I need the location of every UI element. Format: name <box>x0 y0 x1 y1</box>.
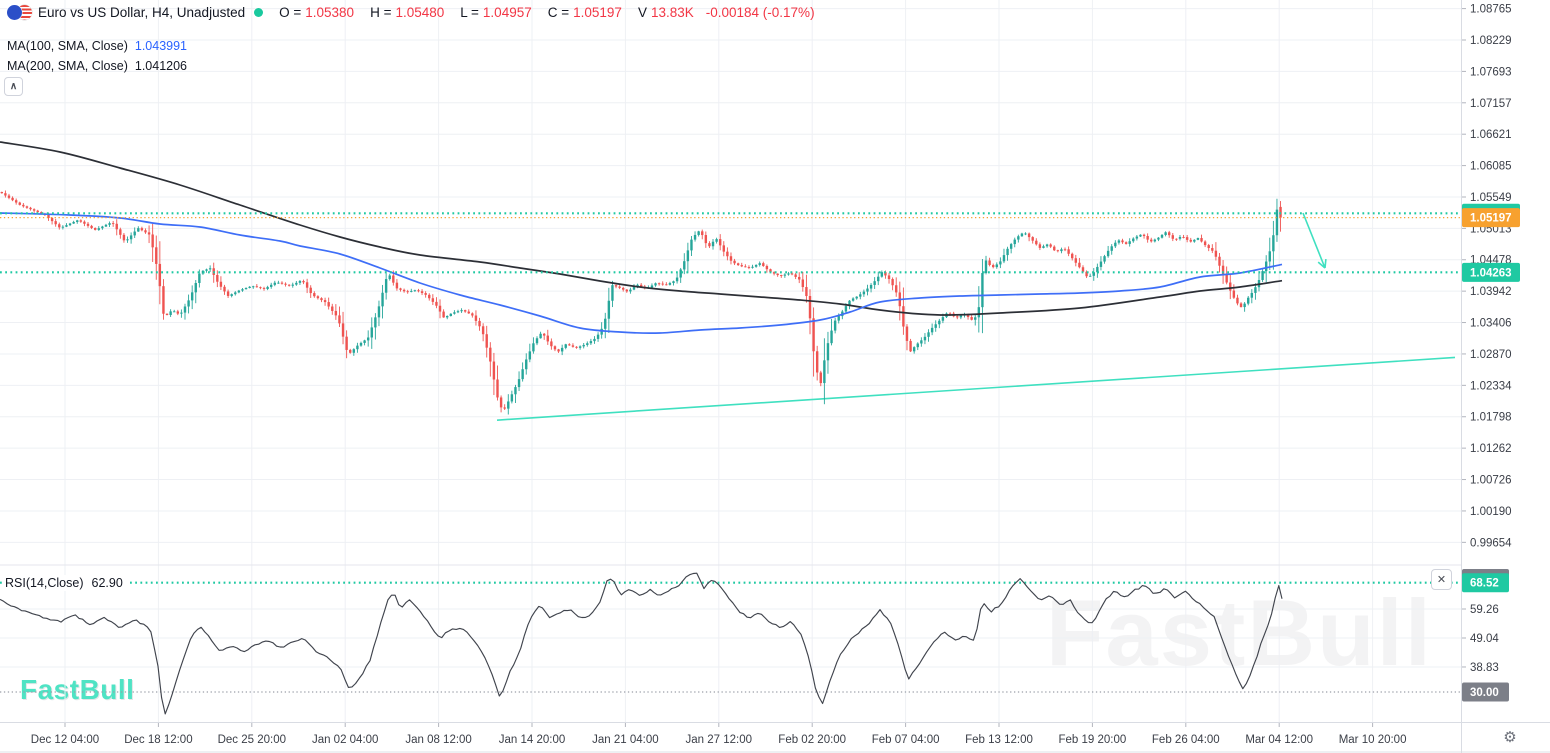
svg-text:Jan 27 12:00: Jan 27 12:00 <box>686 734 753 746</box>
svg-text:Feb 07 04:00: Feb 07 04:00 <box>872 734 940 746</box>
svg-text:1.03942: 1.03942 <box>1470 286 1512 298</box>
svg-text:Dec 25 20:00: Dec 25 20:00 <box>218 734 286 746</box>
svg-text:Jan 21 04:00: Jan 21 04:00 <box>592 734 659 746</box>
rsi-legend[interactable]: RSI(14,Close) 62.90 <box>2 575 130 591</box>
svg-text:1.01262: 1.01262 <box>1470 443 1512 455</box>
symbol-title[interactable]: Euro vs US Dollar, H4, Unadjusted <box>38 4 246 20</box>
rsi-label: RSI(14,Close) <box>5 576 84 590</box>
high-label: H = <box>370 4 392 20</box>
svg-text:68.52: 68.52 <box>1470 578 1499 590</box>
svg-text:Feb 19 20:00: Feb 19 20:00 <box>1059 734 1127 746</box>
svg-text:0.99654: 0.99654 <box>1470 537 1512 549</box>
svg-text:1.08765: 1.08765 <box>1470 4 1512 16</box>
svg-text:1.02334: 1.02334 <box>1470 380 1512 392</box>
fastbull-watermark: FastBull <box>1046 580 1433 685</box>
ohlc-low: L = 1.04957 <box>460 5 531 20</box>
volume-label: V <box>637 4 647 20</box>
svg-text:Mar 10 20:00: Mar 10 20:00 <box>1339 734 1407 746</box>
svg-text:Feb 26 04:00: Feb 26 04:00 <box>1152 734 1220 746</box>
rsi-value: 62.90 <box>91 576 123 590</box>
svg-text:Feb 13 12:00: Feb 13 12:00 <box>965 734 1033 746</box>
svg-text:Jan 14 20:00: Jan 14 20:00 <box>499 734 566 746</box>
svg-text:1.05549: 1.05549 <box>1470 192 1512 204</box>
low-value: 1.04957 <box>482 4 532 20</box>
eurusd-pair-icon <box>7 4 34 20</box>
ohlc-open: O = 1.05380 <box>279 5 354 20</box>
rsi-horizontal-lines[interactable] <box>0 581 1461 693</box>
open-value: 1.05380 <box>305 4 355 20</box>
rsi-line <box>0 572 1283 715</box>
ohlc-high: H = 1.05480 <box>370 5 444 20</box>
close-value: 1.05197 <box>573 4 622 20</box>
svg-text:49.04: 49.04 <box>1470 633 1499 645</box>
high-value: 1.05480 <box>395 4 445 20</box>
ma100-legend[interactable]: MA(100, SMA, Close) 1.043991 <box>7 39 187 53</box>
svg-text:1.06085: 1.06085 <box>1470 161 1512 173</box>
volume: V 13.83K <box>638 5 694 20</box>
ohlc-close: C = 1.05197 <box>548 5 622 20</box>
svg-text:Mar 04 12:00: Mar 04 12:00 <box>1245 734 1313 746</box>
ma100-value: 1.043991 <box>134 39 188 53</box>
axis-settings-gear-icon[interactable]: ⚙ <box>1498 725 1522 749</box>
legend-collapse-button[interactable]: ∧ <box>4 77 23 96</box>
fastbull-logo: FastBull <box>20 674 135 705</box>
svg-text:Jan 02 04:00: Jan 02 04:00 <box>312 734 379 746</box>
svg-text:59.26: 59.26 <box>1470 604 1499 616</box>
svg-text:1.06621: 1.06621 <box>1470 129 1512 141</box>
ma100-line[interactable] <box>0 212 1283 334</box>
ma200-label: MA(200, SMA, Close) <box>7 59 128 73</box>
svg-text:1.03406: 1.03406 <box>1470 318 1512 330</box>
symbol-legend: Euro vs US Dollar, H4, Unadjusted O = 1.0… <box>7 3 815 21</box>
svg-text:1.07693: 1.07693 <box>1470 66 1512 78</box>
svg-text:Dec 12 04:00: Dec 12 04:00 <box>31 734 99 746</box>
chart-grid <box>0 0 1461 722</box>
time-axis[interactable]: Dec 12 04:00 Dec 18 12:00 Dec 25 20:00 Jan … <box>31 723 1407 746</box>
trendline-drawing[interactable] <box>496 356 1456 421</box>
svg-text:1.08229: 1.08229 <box>1470 35 1512 47</box>
svg-text:1.00190: 1.00190 <box>1470 506 1512 518</box>
rsi-axis[interactable]: 59.26 49.04 38.83 <box>1462 604 1499 674</box>
price-horizontal-lines[interactable] <box>0 212 1461 274</box>
ma200-legend[interactable]: MA(200, SMA, Close) 1.041206 <box>7 59 187 73</box>
svg-text:1.02870: 1.02870 <box>1470 349 1512 361</box>
volume-value: 13.83K <box>650 4 694 20</box>
svg-text:1.05197: 1.05197 <box>1470 213 1512 225</box>
close-label: C = <box>547 4 570 20</box>
rsi-close-button[interactable]: ✕ <box>1431 569 1452 590</box>
change-value: -0.00184 (-0.17%) <box>705 4 815 20</box>
svg-text:1.04263: 1.04263 <box>1470 267 1512 279</box>
ma200-line[interactable] <box>0 141 1283 316</box>
svg-text:1.01798: 1.01798 <box>1470 412 1512 424</box>
svg-text:1.00726: 1.00726 <box>1470 475 1512 487</box>
projection-arrow-drawing[interactable] <box>1302 212 1327 269</box>
svg-text:Feb 02 20:00: Feb 02 20:00 <box>778 734 846 746</box>
ma100-label: MA(100, SMA, Close) <box>7 39 128 53</box>
svg-text:38.83: 38.83 <box>1470 662 1499 674</box>
open-label: O = <box>279 4 302 20</box>
svg-text:1.07157: 1.07157 <box>1470 98 1512 110</box>
svg-text:30.00: 30.00 <box>1470 687 1499 699</box>
svg-text:Jan 08 12:00: Jan 08 12:00 <box>405 734 472 746</box>
ma200-value: 1.041206 <box>134 59 188 73</box>
low-label: L = <box>460 4 479 20</box>
market-status-dot <box>254 7 264 17</box>
svg-text:Dec 18 12:00: Dec 18 12:00 <box>124 734 192 746</box>
